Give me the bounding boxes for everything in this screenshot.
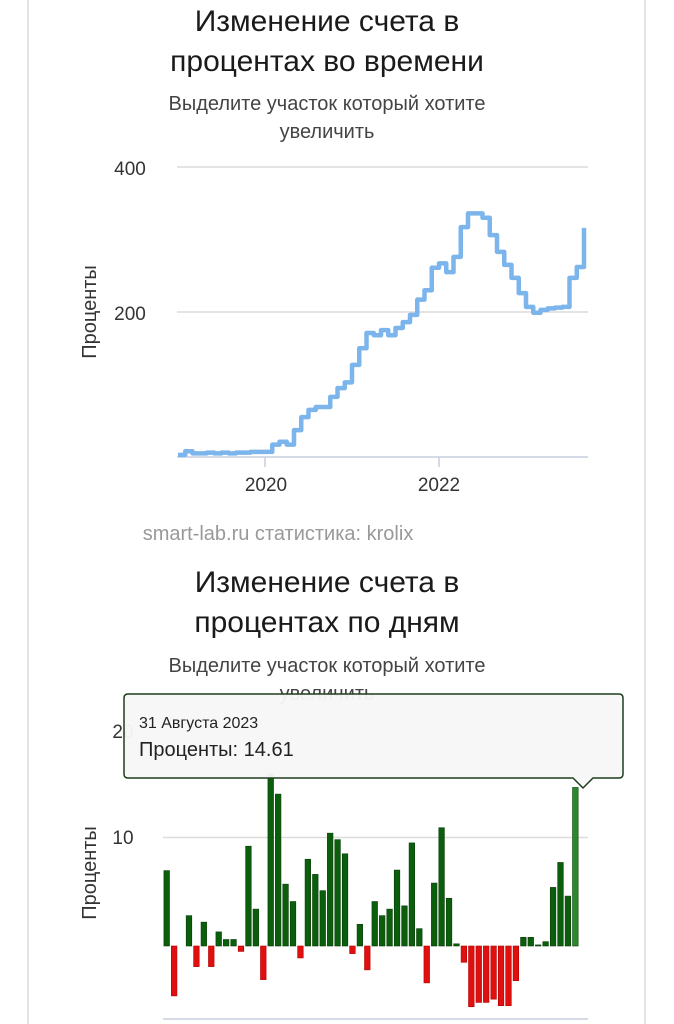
chart2-bar-2020-06[interactable] <box>289 901 297 947</box>
chart2-bar-2020-04[interactable] <box>275 793 282 947</box>
chart1-xtick-2022: 2022 <box>418 475 460 496</box>
chart2-bar-2022-04[interactable] <box>453 943 460 947</box>
chart2-subtitle-line1: Выделите участок который хотите <box>168 655 485 677</box>
chart2-bar-2020-08[interactable] <box>304 858 311 947</box>
chart2-bar-2019-01[interactable] <box>163 870 170 947</box>
chart2-bar-2022-11[interactable] <box>505 945 512 1006</box>
chart2-bar-2021-07[interactable] <box>386 908 393 947</box>
chart2-bar-2020-03[interactable] <box>267 773 274 947</box>
chart2-bar-2019-11[interactable] <box>237 945 245 952</box>
chart1-plot[interactable] <box>177 166 588 467</box>
chart2-bar-2019-12[interactable] <box>245 845 252 947</box>
chart2-bar-2022-08[interactable] <box>483 945 490 1003</box>
chart2-y-axis-label: Проценты <box>79 826 101 920</box>
chart2-bar-2021-12[interactable] <box>423 945 430 984</box>
chart2-bar-2020-09[interactable] <box>312 874 319 947</box>
chart2-bar-2023-07[interactable] <box>564 895 572 947</box>
tooltip-value: Проценты: 14.61 <box>139 739 294 761</box>
chart2-bar-2021-04[interactable] <box>364 945 371 971</box>
chart2-bar-2021-11[interactable] <box>416 928 423 947</box>
chart2-bar-2021-10[interactable] <box>408 842 415 947</box>
chart1-xtick-2020: 2020 <box>245 475 287 496</box>
chart1-title-line2: процентах во времени <box>170 45 484 78</box>
chart2-bar-2022-10[interactable] <box>497 945 505 1006</box>
chart2-bar-2020-07[interactable] <box>297 945 304 959</box>
chart2-bar-2020-01[interactable] <box>252 908 259 947</box>
chart1-subtitle-line2: увеличить <box>280 121 375 143</box>
chart2-bar-2022-09[interactable] <box>490 945 497 1000</box>
chart1-ytick-400: 400 <box>114 159 146 180</box>
card-border-left <box>27 0 29 1024</box>
chart1-y-axis-label: Проценты <box>79 265 101 359</box>
chart2-bar-2019-04[interactable] <box>185 915 193 947</box>
chart2-bar-2020-12[interactable] <box>334 839 341 947</box>
chart2-title-line1: Изменение счета в <box>195 566 460 599</box>
chart2-bar-2022-05[interactable] <box>460 945 468 963</box>
chart2-bar-2019-05[interactable] <box>193 945 200 967</box>
chart2-bar-2023-01[interactable] <box>520 937 527 947</box>
chart1-title-line1: Изменение счета в <box>195 5 460 38</box>
credit-link[interactable]: smart-lab.ru статистика: krolix <box>143 523 414 545</box>
chart2-bar-2023-08[interactable] <box>572 787 579 947</box>
chart2-bar-2019-09[interactable] <box>223 939 230 947</box>
chart1-subtitle-line1: Выделите участок который хотите <box>168 93 485 115</box>
chart2-bar-2021-09[interactable] <box>401 905 408 947</box>
chart2-bar-2023-02[interactable] <box>527 937 534 947</box>
chart2-bar-2023-03[interactable] <box>535 944 542 947</box>
chart2-bar-2023-06[interactable] <box>557 862 564 947</box>
chart2-bar-2021-05[interactable] <box>371 901 378 947</box>
chart2-bar-2020-10[interactable] <box>319 890 326 947</box>
tooltip-box <box>123 693 624 790</box>
chart2-bar-2021-06[interactable] <box>379 915 386 947</box>
chart2-bar-2022-06[interactable] <box>468 945 475 1008</box>
chart2-bar-2019-10[interactable] <box>230 939 237 947</box>
chart2-bar-2019-02[interactable] <box>171 945 178 997</box>
chart2-bar-2021-01[interactable] <box>341 853 349 947</box>
chart2-bar-2019-07[interactable] <box>208 945 215 967</box>
chart2-bar-2022-02[interactable] <box>438 827 445 947</box>
chart2-bar-2021-03[interactable] <box>356 923 363 947</box>
chart2-title-line2: процентах по дням <box>194 606 459 639</box>
chart1-series-line <box>178 211 587 458</box>
chart2-bar-2023-05[interactable] <box>549 887 557 947</box>
card-border-right <box>644 0 646 1024</box>
chart2-bar-2022-12[interactable] <box>512 945 520 982</box>
chart2-bar-2023-04[interactable] <box>542 941 549 947</box>
chart2-bar-2022-03[interactable] <box>445 897 453 947</box>
chart2-ytick-10: 10 <box>112 828 133 849</box>
chart2-bar-2020-05[interactable] <box>282 883 289 947</box>
chart2-bar-2020-02[interactable] <box>260 945 267 980</box>
chart2-bar-2021-08[interactable] <box>393 869 401 947</box>
chart1-ytick-200: 200 <box>114 304 146 325</box>
tooltip-date: 31 Августа 2023 <box>139 715 258 732</box>
chart2-bar-2020-11[interactable] <box>327 832 334 947</box>
chart2-bar-2021-02[interactable] <box>349 945 356 954</box>
chart2-bar-2019-06[interactable] <box>200 921 207 947</box>
chart2-bar-2022-07[interactable] <box>475 945 482 1003</box>
chart2-bar-2022-01[interactable] <box>431 882 438 947</box>
tooltip: 31 Августа 2023 Проценты: 14.61 <box>123 693 624 790</box>
chart2-bar-2019-08[interactable] <box>215 931 222 947</box>
